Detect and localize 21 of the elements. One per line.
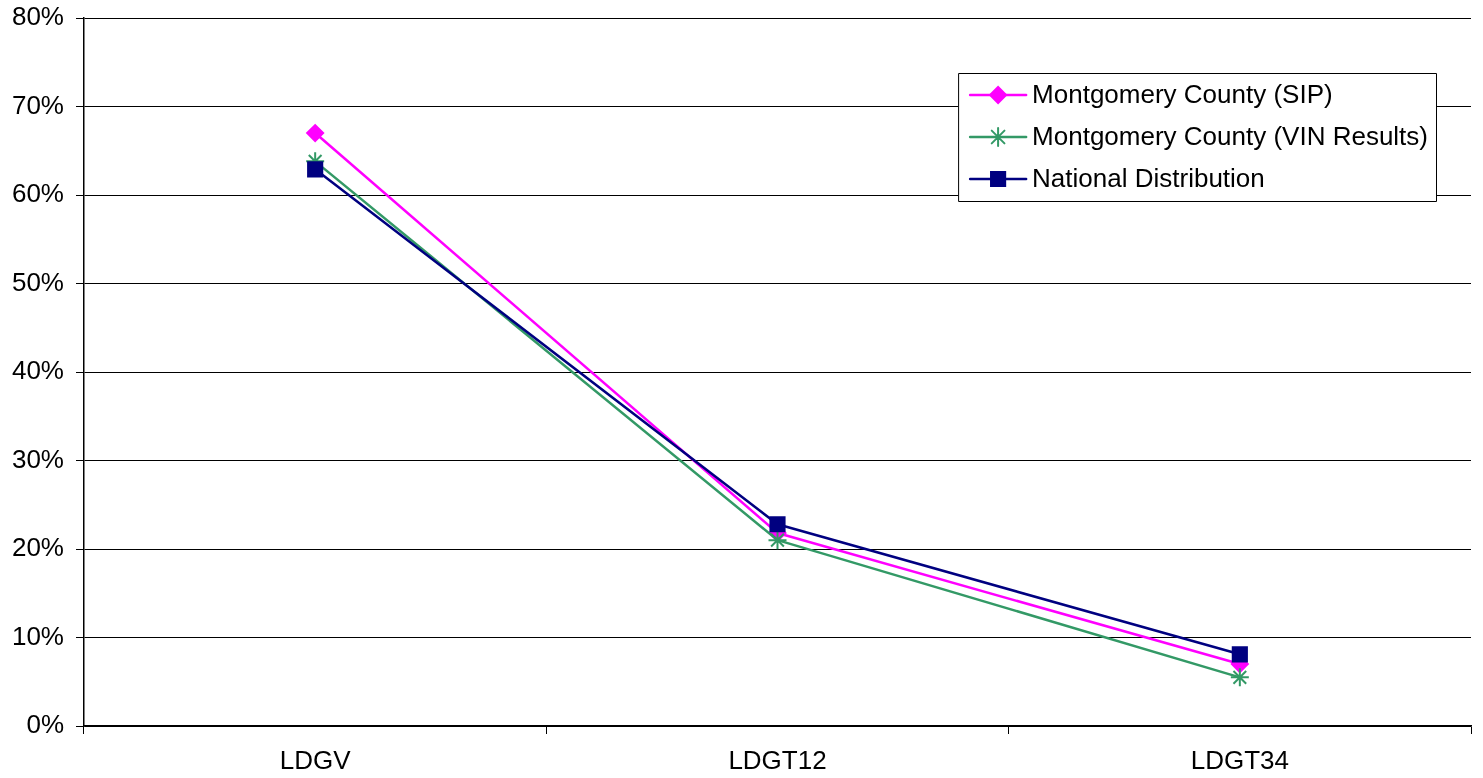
point [767,530,788,551]
x-tick-label: LDGV [279,744,352,775]
y-tick-label: 80% [11,1,64,32]
x-tick-label: LDGT34 [1190,744,1289,775]
point [306,124,325,143]
point [1231,646,1248,663]
x-tick-label: LDGT12 [728,744,827,775]
y-tick-label: 30% [11,443,64,474]
legend-label: Montgomery County (VIN Results) [1032,121,1428,152]
point [1229,667,1250,688]
y-tick-label: 70% [11,89,64,120]
y-tick-label: 40% [11,355,64,386]
legend-label: National Distribution [1032,163,1265,194]
legend-label: Montgomery County (SIP) [1032,79,1333,110]
y-tick-label: 0% [26,709,64,740]
y-tick-label: 60% [11,178,64,209]
y-tick-label: 20% [11,532,64,563]
y-tick-label: 10% [11,620,64,651]
y-tick-label: 50% [11,266,64,297]
point [769,516,786,533]
point [307,161,324,178]
